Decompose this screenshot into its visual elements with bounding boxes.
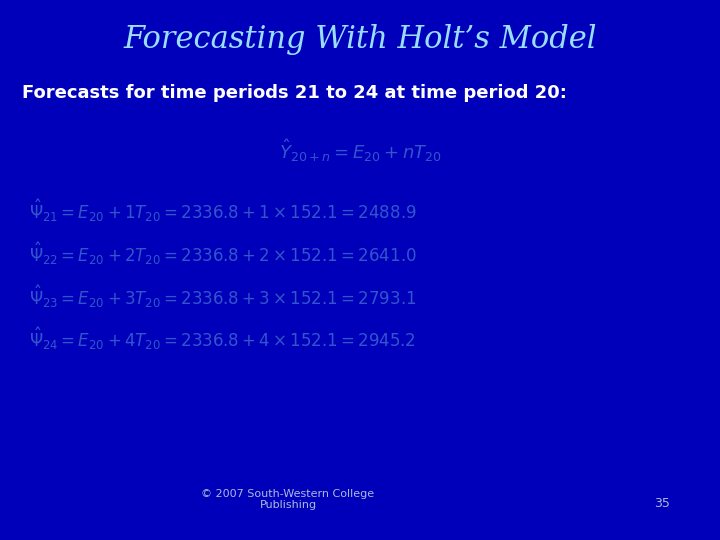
- Text: Forecasting With Holt’s Model: Forecasting With Holt’s Model: [123, 24, 597, 55]
- Text: Forecasts for time periods 21 to 24 at time period 20:: Forecasts for time periods 21 to 24 at t…: [22, 84, 567, 102]
- Text: $\hat{\Psi}_{24} = E_{20} + 4T_{20} = 2336.8 + 4 \times 152.1 = 2945.2$: $\hat{\Psi}_{24} = E_{20} + 4T_{20} = 23…: [29, 325, 415, 352]
- Text: $\hat{\Psi}_{22} = E_{20} + 2T_{20} = 2336.8 + 2 \times 152.1 = 2641.0$: $\hat{\Psi}_{22} = E_{20} + 2T_{20} = 23…: [29, 240, 417, 267]
- Text: 35: 35: [654, 497, 670, 510]
- Text: $\hat{Y}_{20+n} = E_{20} + nT_{20}$: $\hat{Y}_{20+n} = E_{20} + nT_{20}$: [279, 138, 441, 165]
- Text: $\hat{\Psi}_{23} = E_{20} + 3T_{20} = 2336.8 + 3 \times 152.1 = 2793.1$: $\hat{\Psi}_{23} = E_{20} + 3T_{20} = 23…: [29, 284, 416, 310]
- Text: © 2007 South-Western College
Publishing: © 2007 South-Western College Publishing: [202, 489, 374, 510]
- Text: $\hat{\Psi}_{21} = E_{20} + 1T_{20} = 2336.8 + 1 \times 152.1 = 2488.9$: $\hat{\Psi}_{21} = E_{20} + 1T_{20} = 23…: [29, 197, 416, 224]
